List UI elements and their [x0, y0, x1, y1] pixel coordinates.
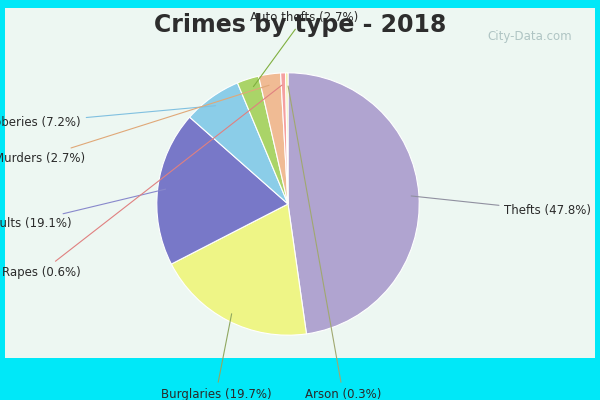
- Wedge shape: [157, 117, 288, 264]
- Wedge shape: [288, 73, 419, 334]
- Wedge shape: [286, 73, 288, 204]
- Text: City-Data.com: City-Data.com: [487, 30, 572, 43]
- Wedge shape: [281, 73, 288, 204]
- Text: Rapes (0.6%): Rapes (0.6%): [2, 85, 282, 279]
- Text: Auto thefts (2.7%): Auto thefts (2.7%): [250, 11, 358, 87]
- FancyBboxPatch shape: [5, 8, 595, 358]
- Text: Assaults (19.1%): Assaults (19.1%): [0, 189, 166, 230]
- Wedge shape: [190, 83, 288, 204]
- Wedge shape: [172, 204, 307, 335]
- Bar: [5, 8, 595, 358]
- Wedge shape: [259, 73, 288, 204]
- Text: Murders (2.7%): Murders (2.7%): [0, 85, 269, 164]
- Text: Thefts (47.8%): Thefts (47.8%): [411, 196, 592, 217]
- Wedge shape: [238, 76, 288, 204]
- Text: Robberies (7.2%): Robberies (7.2%): [0, 106, 215, 129]
- Text: Burglaries (19.7%): Burglaries (19.7%): [161, 314, 271, 400]
- Text: Crimes by type - 2018: Crimes by type - 2018: [154, 13, 446, 37]
- Text: Arson (0.3%): Arson (0.3%): [288, 86, 381, 400]
